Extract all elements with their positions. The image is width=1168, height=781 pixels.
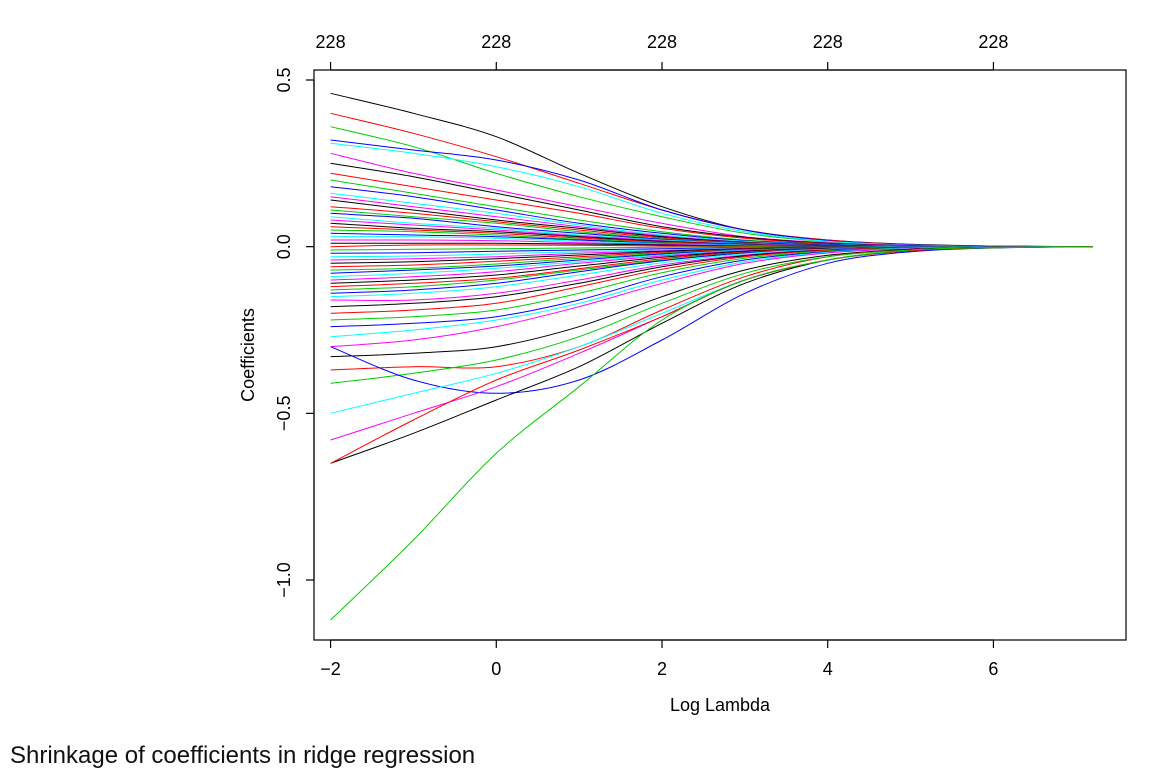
x-tick-label: 4: [823, 659, 833, 679]
y-axis-label: Coefficients: [238, 308, 258, 402]
top-tick-label: 228: [978, 32, 1008, 52]
top-tick-label: 228: [647, 32, 677, 52]
top-tick-label: 228: [481, 32, 511, 52]
x-axis: −2 0 2 4 6: [320, 639, 998, 679]
top-axis: 228 228 228 228 228: [316, 32, 1008, 71]
top-tick-label: 228: [316, 32, 346, 52]
y-tick-label: 0.5: [274, 67, 294, 92]
coefficient-path-57: [330, 246, 1093, 621]
coefficient-paths: [330, 92, 1093, 621]
x-tick-label: −2: [320, 659, 341, 679]
x-axis-label: Log Lambda: [670, 695, 771, 715]
y-tick-label: −1.0: [274, 562, 294, 598]
y-axis: −1.0 −0.5 0.0 0.5: [274, 67, 315, 598]
y-tick-label: 0.0: [274, 234, 294, 259]
ridge-coefficient-path-chart: −2 0 2 4 6 −1.0 −0.5 0.0 0.5 228 228 228 228 228 Lo…: [238, 32, 1127, 715]
y-tick-label: −0.5: [274, 396, 294, 432]
x-tick-label: 6: [988, 659, 998, 679]
figure-caption: Shrinkage of coefficients in ridge regre…: [10, 742, 476, 769]
x-tick-label: 2: [657, 659, 667, 679]
top-tick-label: 228: [813, 32, 843, 52]
plot-background: [314, 70, 1126, 640]
x-tick-label: 0: [491, 659, 501, 679]
